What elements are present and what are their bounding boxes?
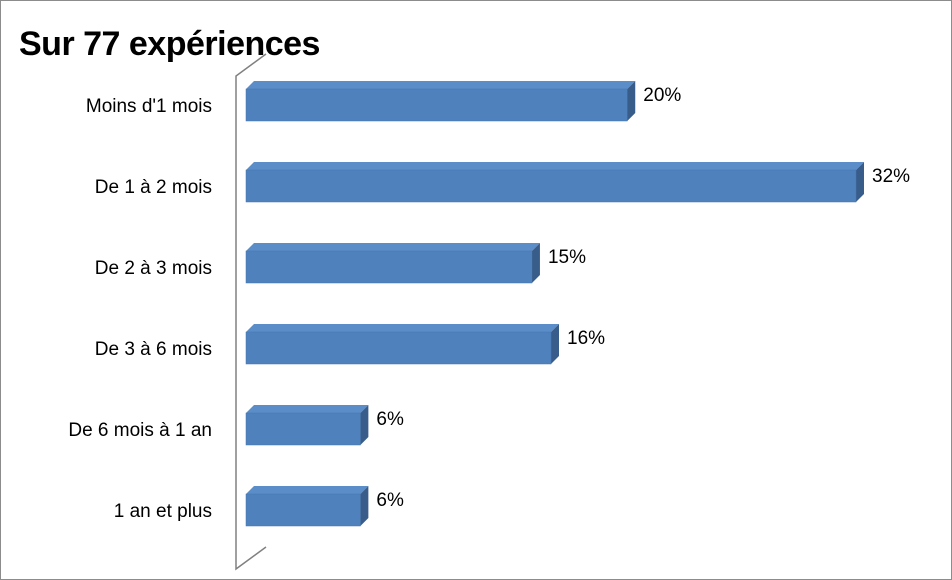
bar-front-face (245, 88, 628, 122)
category-label: Moins d'1 mois (86, 96, 212, 117)
category-label: De 6 mois à 1 an (68, 420, 212, 441)
bar-front-face (245, 412, 361, 446)
data-label: 15% (548, 247, 586, 268)
axis-wall-outline (235, 53, 267, 571)
bar (245, 243, 540, 284)
bar-top-face (246, 243, 540, 251)
bar-side-face (551, 324, 559, 364)
bar-top-face (246, 81, 636, 89)
bar (245, 486, 369, 527)
data-label: 16% (567, 328, 605, 349)
bar-top-face (246, 324, 559, 332)
bar-top-face (246, 486, 369, 494)
bars (245, 81, 864, 527)
bar (245, 162, 864, 203)
bar (245, 81, 636, 122)
bar-top-face (246, 405, 369, 413)
bar-front-face (245, 169, 857, 203)
data-label: 6% (376, 409, 404, 430)
data-label: 6% (376, 490, 404, 511)
category-label: De 1 à 2 mois (95, 177, 212, 198)
data-label: 32% (872, 166, 910, 187)
category-axis-wall (235, 53, 267, 571)
data-label: 20% (643, 85, 681, 106)
bar-side-face (360, 405, 369, 445)
bar-side-face (627, 81, 636, 121)
bar-front-face (245, 493, 361, 527)
labels: Moins d'1 mois 20% De 1 à 2 mois 32% De 2 à … (68, 85, 910, 522)
category-label: De 3 à 6 mois (95, 339, 212, 360)
bar-top-face (246, 162, 864, 170)
bar-side-face (531, 243, 540, 283)
bar-front-face (245, 331, 552, 365)
bar (245, 405, 369, 446)
chart-title: Sur 77 expériences (19, 25, 320, 63)
bar-front-face (245, 250, 533, 284)
bar-side-face (360, 486, 369, 526)
bar (245, 324, 559, 365)
category-label: 1 an et plus (114, 501, 212, 522)
category-label: De 2 à 3 mois (95, 258, 212, 279)
bar-side-face (856, 162, 864, 202)
